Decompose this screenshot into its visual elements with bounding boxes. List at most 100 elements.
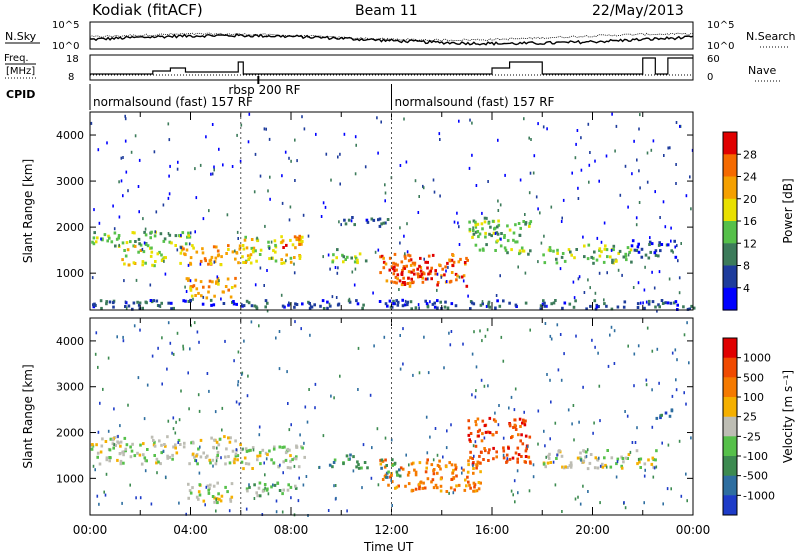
scatter-cell bbox=[189, 231, 192, 235]
scatter-cell bbox=[116, 335, 118, 339]
range-cell bbox=[419, 480, 423, 484]
range-cell bbox=[230, 482, 234, 486]
scatter-cell bbox=[631, 172, 633, 176]
range-cell bbox=[482, 248, 485, 252]
range-cell bbox=[552, 249, 555, 253]
range-cell bbox=[326, 306, 329, 310]
range-cell bbox=[481, 227, 484, 231]
range-cell bbox=[294, 246, 297, 250]
range-cell bbox=[554, 299, 557, 302]
range-cell bbox=[483, 424, 487, 428]
scatter-cell bbox=[267, 189, 269, 193]
cpid-label: CPID bbox=[6, 88, 35, 101]
range-cell bbox=[144, 300, 148, 304]
scatter-cell bbox=[177, 441, 179, 444]
scatter-cell bbox=[639, 186, 641, 190]
scatter-cell bbox=[199, 163, 202, 167]
scatter-cell bbox=[315, 132, 317, 136]
range-cell bbox=[350, 256, 353, 260]
range-cell bbox=[639, 466, 642, 469]
colorbar-tick-label: 500 bbox=[743, 371, 764, 384]
range-cell bbox=[644, 253, 648, 257]
scatter-cell bbox=[494, 232, 497, 235]
scatter-cell bbox=[633, 352, 636, 356]
range-cell bbox=[468, 220, 471, 224]
range-cell bbox=[654, 305, 657, 309]
range-cell bbox=[495, 450, 498, 454]
scatter-cell bbox=[189, 347, 191, 351]
range-cell bbox=[319, 304, 322, 308]
range-cell bbox=[210, 303, 213, 307]
scatter-cell bbox=[653, 466, 656, 470]
scatter-cell bbox=[309, 304, 312, 308]
range-cell bbox=[622, 305, 626, 309]
range-cell bbox=[370, 217, 374, 221]
range-cell bbox=[246, 254, 250, 258]
range-cell bbox=[418, 482, 421, 486]
scatter-cell bbox=[113, 407, 115, 411]
range-cell bbox=[196, 462, 199, 466]
range-cell bbox=[216, 277, 220, 280]
range-cell bbox=[259, 248, 263, 252]
scatter-cell bbox=[539, 211, 541, 215]
range-cell bbox=[180, 248, 184, 252]
range-cell bbox=[686, 307, 690, 311]
colorbar-swatch bbox=[723, 377, 737, 398]
scatter-cell bbox=[161, 382, 163, 386]
range-cell bbox=[241, 255, 244, 259]
scatter-cell bbox=[429, 435, 431, 439]
scatter-cell bbox=[337, 155, 339, 159]
scatter-cell bbox=[215, 459, 218, 463]
scatter-cell bbox=[270, 240, 273, 244]
scatter-cell bbox=[450, 423, 452, 427]
range-cell bbox=[116, 458, 119, 462]
range-cell bbox=[187, 496, 190, 500]
range-cell bbox=[445, 490, 449, 493]
range-cell bbox=[243, 238, 247, 242]
range-cell bbox=[510, 436, 513, 440]
scatter-cell bbox=[486, 216, 488, 220]
scatter-cell bbox=[118, 243, 120, 247]
scatter-cell bbox=[498, 404, 500, 407]
range-cell bbox=[105, 300, 108, 304]
range-cell bbox=[620, 466, 624, 470]
range-cell bbox=[506, 251, 509, 255]
scatter-cell bbox=[287, 402, 289, 405]
scatter-cell bbox=[510, 395, 513, 399]
range-cell bbox=[187, 300, 191, 303]
scatter-cell bbox=[461, 471, 463, 475]
range-cell bbox=[647, 458, 650, 462]
scatter-cell bbox=[442, 455, 444, 459]
range-cell bbox=[664, 301, 667, 305]
scatter-cell bbox=[202, 217, 205, 221]
range-cell bbox=[626, 246, 630, 250]
scatter-cell bbox=[177, 160, 179, 164]
scatter-cell bbox=[231, 165, 234, 168]
range-cell bbox=[390, 473, 393, 477]
range-cell bbox=[393, 265, 396, 269]
scatter-cell bbox=[502, 436, 505, 440]
range-cell bbox=[396, 473, 399, 477]
range-cell bbox=[244, 235, 247, 239]
scatter-cell bbox=[674, 245, 676, 249]
scatter-cell bbox=[550, 400, 552, 404]
range-cell bbox=[561, 252, 565, 255]
range-cell bbox=[430, 266, 433, 270]
range-cell bbox=[670, 408, 674, 412]
scatter-cell bbox=[195, 459, 198, 463]
scatter-cell bbox=[506, 457, 509, 461]
range-cell bbox=[322, 307, 326, 310]
range-cell bbox=[228, 461, 232, 465]
range-cell bbox=[483, 216, 487, 220]
range-cell bbox=[454, 304, 458, 308]
range-cell bbox=[497, 223, 501, 227]
range-cell bbox=[561, 306, 564, 310]
range-cell bbox=[464, 478, 467, 482]
scatter-cell bbox=[322, 255, 324, 259]
range-cell bbox=[635, 449, 639, 453]
range-cell bbox=[190, 294, 194, 298]
range-cell bbox=[519, 226, 522, 230]
range-cell bbox=[643, 306, 646, 310]
scatter-cell bbox=[174, 431, 177, 435]
scatter-cell bbox=[275, 499, 278, 503]
